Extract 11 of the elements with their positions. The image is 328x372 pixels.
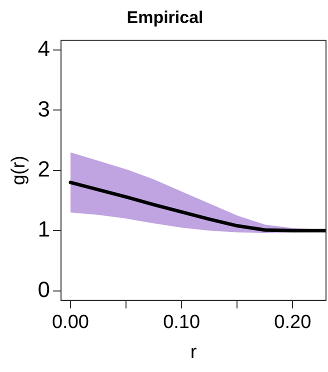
y-tick-label: 0 bbox=[38, 276, 50, 302]
x-axis-title: r bbox=[190, 342, 198, 363]
y-tick-label: 3 bbox=[38, 96, 50, 122]
x-tick-label: 0.10 bbox=[163, 312, 200, 334]
y-tick-label: 1 bbox=[38, 216, 50, 242]
x-tick-label: 0.00 bbox=[52, 312, 89, 334]
chart-title: Empirical bbox=[126, 8, 204, 27]
y-tick-label: 2 bbox=[38, 156, 50, 182]
y-axis-title: g(r) bbox=[8, 156, 30, 186]
x-tick-label: 0.20 bbox=[274, 312, 312, 334]
y-tick-label: 4 bbox=[38, 36, 50, 62]
